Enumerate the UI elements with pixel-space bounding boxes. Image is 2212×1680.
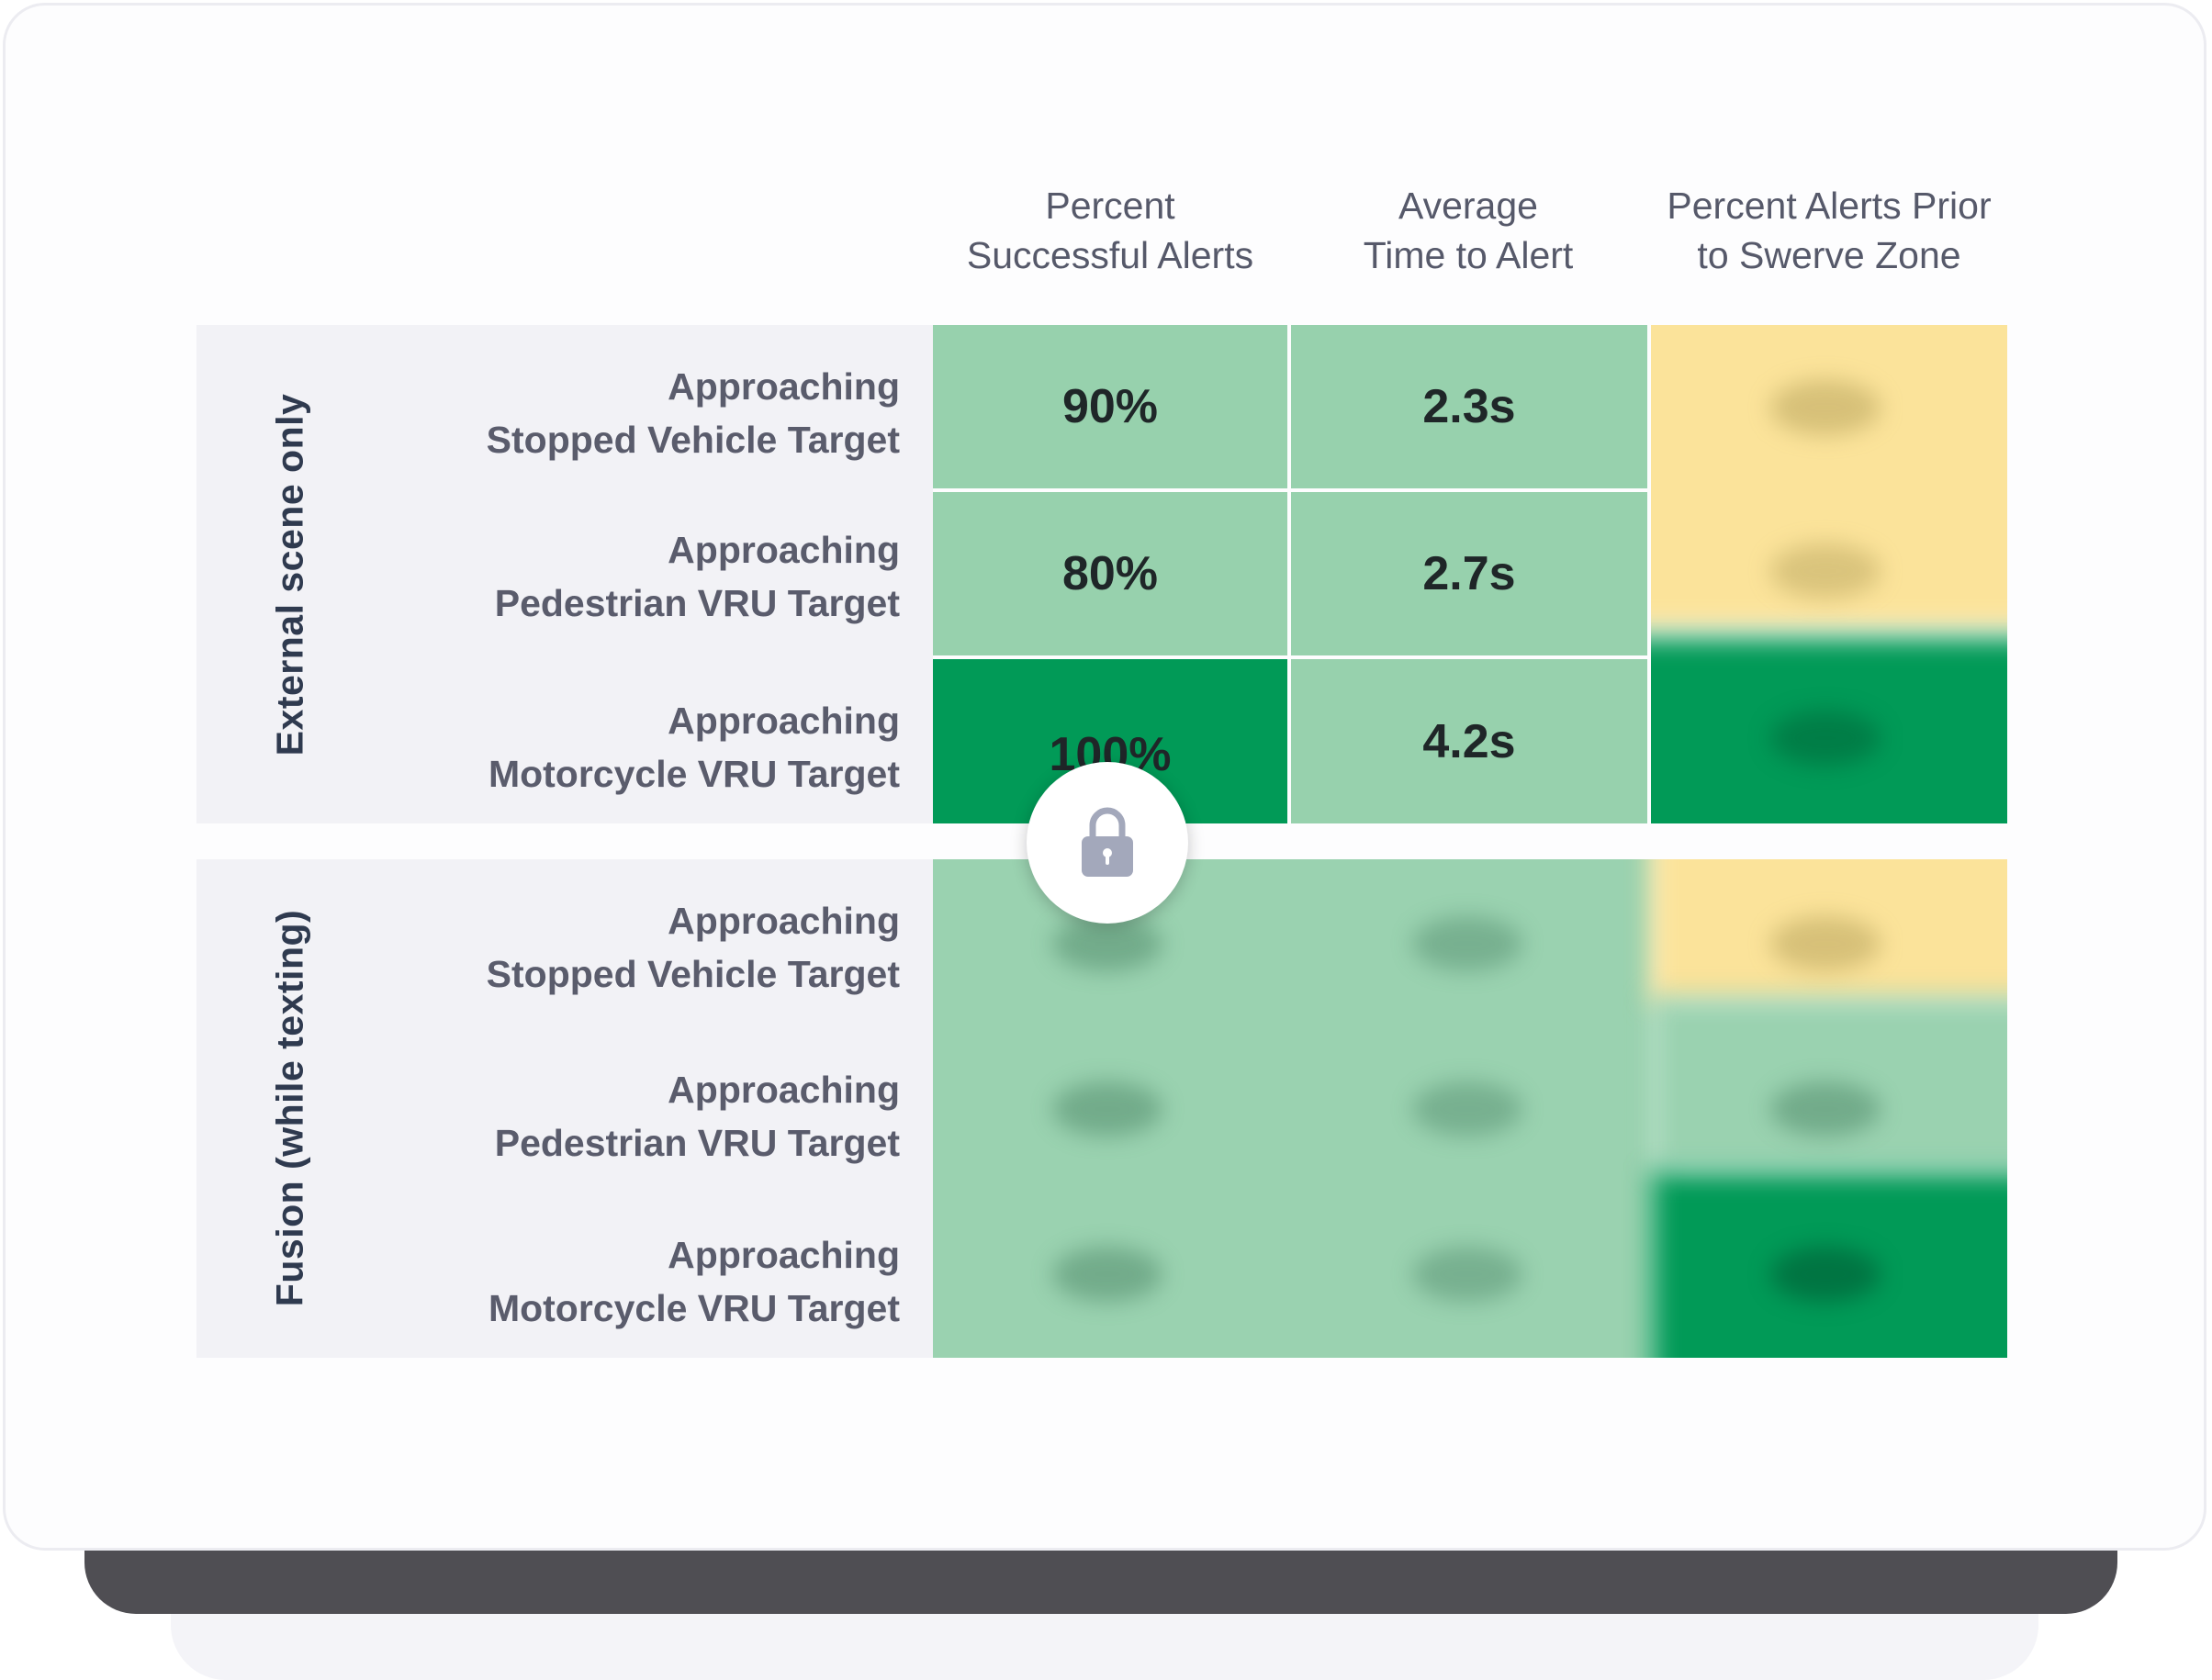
row-label-motorcycle-vru-fusion: Approaching Motorcycle VRU Target — [488, 1234, 900, 1329]
blurred-fusion-values — [933, 859, 2007, 1358]
cell-percent-stopped-vehicle: 90% — [933, 325, 1287, 488]
cell-time-motorcycle-vru: 4.2s — [1291, 659, 1647, 823]
column-header-percent-successful-alerts: Percent Successful Alerts — [966, 185, 1254, 276]
blurred-swerve-zone-column-external — [1651, 325, 2007, 823]
unlock-button[interactable] — [1027, 762, 1188, 924]
cell-percent-pedestrian-vru: 80% — [933, 492, 1287, 655]
row-label-stopped-vehicle-fusion: Approaching Stopped Vehicle Target — [486, 900, 900, 995]
padlock-icon — [1082, 807, 1133, 877]
row-label-pedestrian-vru: Approaching Pedestrian VRU Target — [494, 529, 900, 624]
group-band-external-scene — [196, 325, 933, 823]
row-label-stopped-vehicle: Approaching Stopped Vehicle Target — [486, 365, 900, 461]
cell-time-pedestrian-vru: 2.7s — [1291, 492, 1647, 655]
row-label-motorcycle-vru: Approaching Motorcycle VRU Target — [488, 700, 900, 795]
column-header-percent-alerts-prior-to-swerve-zone: Percent Alerts Prior to Swerve Zone — [1667, 185, 1992, 276]
cell-time-stopped-vehicle: 2.3s — [1291, 325, 1647, 488]
row-label-pedestrian-vru-fusion: Approaching Pedestrian VRU Target — [494, 1069, 900, 1164]
group-band-fusion — [196, 859, 933, 1358]
column-header-average-time-to-alert: Average Time to Alert — [1363, 185, 1574, 276]
